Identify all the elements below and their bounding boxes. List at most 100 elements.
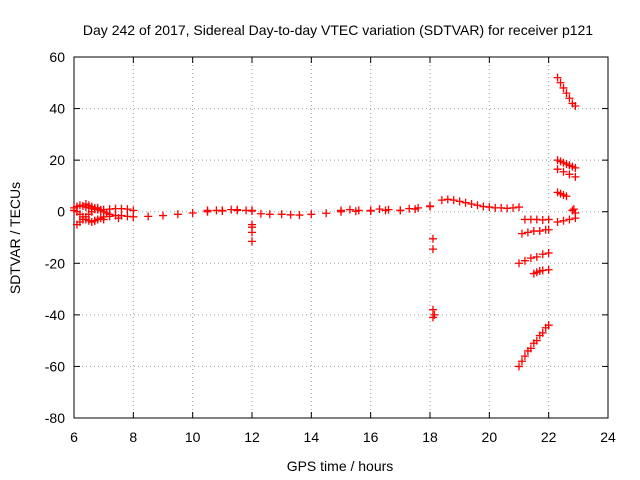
x-tick-label: 22 xyxy=(541,429,557,445)
data-point xyxy=(375,205,384,214)
data-point xyxy=(544,225,553,234)
data-point xyxy=(188,209,197,218)
y-tick-label: 40 xyxy=(49,101,65,117)
series-seg-v xyxy=(568,205,580,218)
data-point xyxy=(129,212,138,221)
data-point xyxy=(286,210,295,219)
data-point xyxy=(517,229,526,238)
data-point xyxy=(173,210,182,219)
series-seg-d xyxy=(81,199,114,219)
data-point xyxy=(248,228,256,237)
data-point xyxy=(538,250,547,259)
data-point xyxy=(461,198,470,207)
data-point xyxy=(443,195,452,204)
data-point xyxy=(569,205,578,214)
data-point xyxy=(544,321,553,330)
x-tick-label: 14 xyxy=(304,429,320,445)
series-seg-m xyxy=(515,248,553,268)
data-point xyxy=(553,73,562,82)
data-point xyxy=(99,215,108,224)
y-tick-label: 0 xyxy=(57,204,65,220)
series-seg-o xyxy=(520,215,553,224)
data-point xyxy=(144,212,153,221)
data-point xyxy=(562,192,571,201)
data-point xyxy=(114,214,123,223)
data-point xyxy=(384,205,393,214)
series-seg-n xyxy=(529,265,553,278)
series-seg-g xyxy=(248,220,256,246)
data-point xyxy=(523,228,532,237)
series-seg-q xyxy=(553,73,580,110)
data-point xyxy=(159,211,167,220)
x-tick-label: 8 xyxy=(129,429,137,445)
data-point xyxy=(565,215,574,224)
data-point xyxy=(449,196,458,205)
data-point xyxy=(337,206,345,215)
data-point xyxy=(509,203,518,212)
plot-frame xyxy=(73,56,609,419)
data-point xyxy=(322,209,331,218)
y-axis-label: SDTVAR / TECUs xyxy=(7,182,23,294)
grid-lines xyxy=(74,57,608,418)
data-point xyxy=(515,362,523,371)
x-tick-label: 18 xyxy=(422,429,438,445)
data-point xyxy=(428,313,437,322)
series-seg-t xyxy=(553,188,571,201)
x-tick-label: 16 xyxy=(363,429,379,445)
data-point xyxy=(428,305,437,314)
data-points xyxy=(70,73,580,371)
x-axis-label: GPS time / hours xyxy=(287,458,394,474)
x-tick-label: 24 xyxy=(600,429,616,445)
data-point xyxy=(515,203,523,212)
x-tick-label: 6 xyxy=(70,429,78,445)
data-point xyxy=(538,328,547,337)
data-point xyxy=(366,206,375,215)
data-point xyxy=(571,172,580,181)
data-point xyxy=(559,83,568,92)
x-tick-label: 12 xyxy=(244,429,260,445)
chart-title: Day 242 of 2017, Sidereal Day-to-day VTE… xyxy=(83,22,593,38)
y-tick-label: 60 xyxy=(49,49,65,65)
data-point xyxy=(556,78,565,87)
x-tick-label: 20 xyxy=(482,429,498,445)
data-point xyxy=(520,352,529,361)
data-point xyxy=(559,167,568,176)
data-point xyxy=(218,206,227,215)
y-tick-label: -80 xyxy=(45,410,65,426)
data-point xyxy=(544,215,553,224)
series-seg-l xyxy=(515,321,553,371)
data-point xyxy=(565,170,574,179)
series-seg-p xyxy=(517,225,553,238)
series-seg-j xyxy=(428,234,439,322)
data-point xyxy=(256,209,265,218)
series-seg-k xyxy=(437,195,523,213)
data-point xyxy=(437,196,446,205)
axis-ticks: 6 8 10 12 14 16 18 20 22 24 60 40 20 0 -20 -40 -60 -80 xyxy=(45,49,616,445)
data-point xyxy=(553,165,562,174)
series-seg-f xyxy=(203,205,256,215)
data-point xyxy=(520,256,529,265)
series-seg-s xyxy=(553,165,580,181)
data-point xyxy=(354,206,363,215)
data-point xyxy=(428,234,437,243)
data-point xyxy=(532,252,541,261)
data-point xyxy=(203,206,212,215)
data-point xyxy=(544,265,553,274)
data-point xyxy=(535,227,544,236)
y-tick-label: 20 xyxy=(49,152,65,168)
data-point xyxy=(295,211,304,220)
data-point xyxy=(90,216,99,225)
data-point xyxy=(544,248,553,257)
y-tick-label: -20 xyxy=(45,255,65,271)
data-point xyxy=(517,357,526,366)
data-point xyxy=(559,216,568,225)
data-point xyxy=(105,210,114,219)
data-point xyxy=(467,199,476,208)
data-point xyxy=(426,202,434,211)
data-point xyxy=(248,237,256,246)
series-seg-h xyxy=(256,202,434,220)
data-point xyxy=(233,205,242,214)
data-point xyxy=(526,254,535,263)
series-seg-r xyxy=(553,156,580,172)
